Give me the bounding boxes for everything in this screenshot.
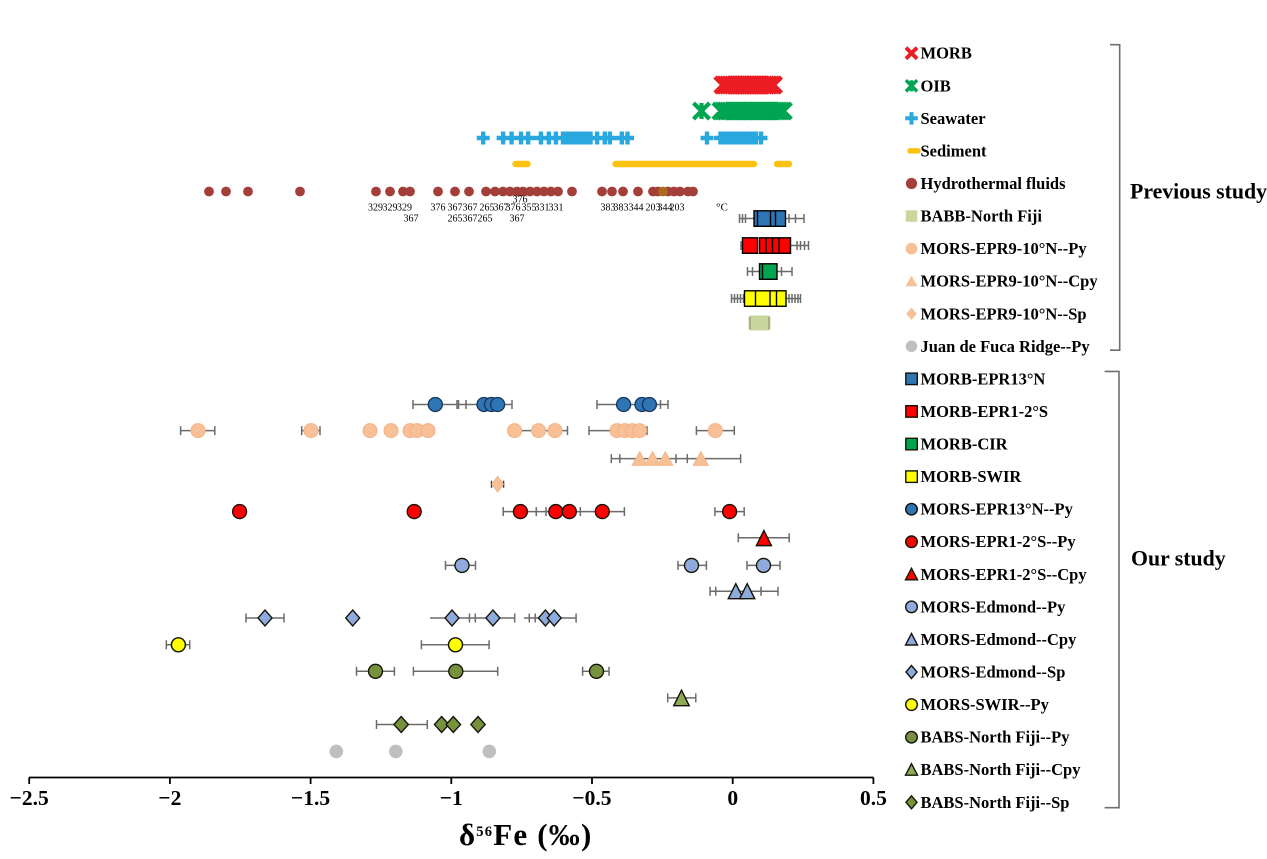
svg-text:MORS-Edmond--Sp: MORS-Edmond--Sp <box>921 663 1066 682</box>
svg-text:Previous study: Previous study <box>1130 180 1267 204</box>
svg-text:MORS-EPR9-10°N--Py: MORS-EPR9-10°N--Py <box>921 239 1088 258</box>
svg-text:0: 0 <box>727 786 738 810</box>
svg-text:265: 265 <box>480 203 495 214</box>
svg-text:367: 367 <box>404 214 419 225</box>
svg-text:367: 367 <box>463 203 478 214</box>
svg-text:376: 376 <box>506 203 521 214</box>
svg-text:−2.5: −2.5 <box>10 786 49 810</box>
svg-text:MORS-SWIR--Py: MORS-SWIR--Py <box>921 695 1050 714</box>
svg-text:BABS-North Fiji--Cpy: BABS-North Fiji--Cpy <box>921 760 1082 779</box>
svg-text:Hydrothermal fluids: Hydrothermal fluids <box>921 174 1067 193</box>
svg-text:OIB: OIB <box>921 76 951 95</box>
svg-text:BABS-North Fiji--Sp: BABS-North Fiji--Sp <box>921 793 1070 812</box>
svg-text:203: 203 <box>670 203 685 214</box>
svg-text:367: 367 <box>494 203 509 214</box>
svg-text:MORS-EPR9-10°N--Sp: MORS-EPR9-10°N--Sp <box>921 304 1087 323</box>
svg-text:MORS-Edmond--Cpy: MORS-Edmond--Cpy <box>921 630 1078 649</box>
svg-text:BABB-North Fiji: BABB-North Fiji <box>921 207 1043 226</box>
svg-text:BABS-North Fiji--Py: BABS-North Fiji--Py <box>921 728 1071 747</box>
svg-text:Juan de Fuca Ridge--Py: Juan de Fuca Ridge--Py <box>921 337 1091 356</box>
svg-text:MORB: MORB <box>921 44 972 63</box>
svg-text:203: 203 <box>646 203 661 214</box>
svg-text:331: 331 <box>549 203 564 214</box>
svg-text:367: 367 <box>463 214 478 225</box>
svg-text:Seawater: Seawater <box>921 109 986 128</box>
svg-text:376: 376 <box>513 195 528 206</box>
svg-text:MORS-EPR1-2°S--Cpy: MORS-EPR1-2°S--Cpy <box>921 565 1088 584</box>
svg-text:265: 265 <box>448 214 463 225</box>
svg-text:MORB-SWIR: MORB-SWIR <box>921 467 1023 486</box>
svg-text:265: 265 <box>478 214 493 225</box>
svg-text:355: 355 <box>522 203 537 214</box>
svg-text:331: 331 <box>535 203 550 214</box>
svg-text:−1: −1 <box>440 786 463 810</box>
svg-text:Sediment: Sediment <box>921 141 988 160</box>
svg-text:MORS-EPR9-10°N--Cpy: MORS-EPR9-10°N--Cpy <box>921 272 1099 291</box>
svg-text:MORB-EPR13°N: MORB-EPR13°N <box>921 369 1046 388</box>
svg-text:°C: °C <box>716 202 728 214</box>
svg-text:329: 329 <box>397 203 412 214</box>
svg-text:MORS-EPR13°N--Py: MORS-EPR13°N--Py <box>921 500 1074 519</box>
svg-text:−1.5: −1.5 <box>291 786 330 810</box>
svg-text:329: 329 <box>383 203 398 214</box>
svg-text:MORS-Edmond--Py: MORS-Edmond--Py <box>921 597 1067 616</box>
svg-text:344: 344 <box>658 203 673 214</box>
svg-text:MORS-EPR1-2°S--Py: MORS-EPR1-2°S--Py <box>921 532 1077 551</box>
svg-text:367: 367 <box>448 203 463 214</box>
svg-text:0.5: 0.5 <box>860 786 887 810</box>
svg-text:MORB-CIR: MORB-CIR <box>921 435 1009 454</box>
svg-text:329: 329 <box>368 203 383 214</box>
svg-text:383: 383 <box>614 203 629 214</box>
svg-text:344: 344 <box>629 203 644 214</box>
svg-text:Our study: Our study <box>1131 547 1226 571</box>
svg-text:383: 383 <box>601 203 616 214</box>
svg-text:−2: −2 <box>158 786 181 810</box>
svg-text:367: 367 <box>510 214 525 225</box>
svg-text:376: 376 <box>431 203 446 214</box>
svg-text:−0.5: −0.5 <box>572 786 611 810</box>
svg-text:MORB-EPR1-2°S: MORB-EPR1-2°S <box>921 402 1049 421</box>
